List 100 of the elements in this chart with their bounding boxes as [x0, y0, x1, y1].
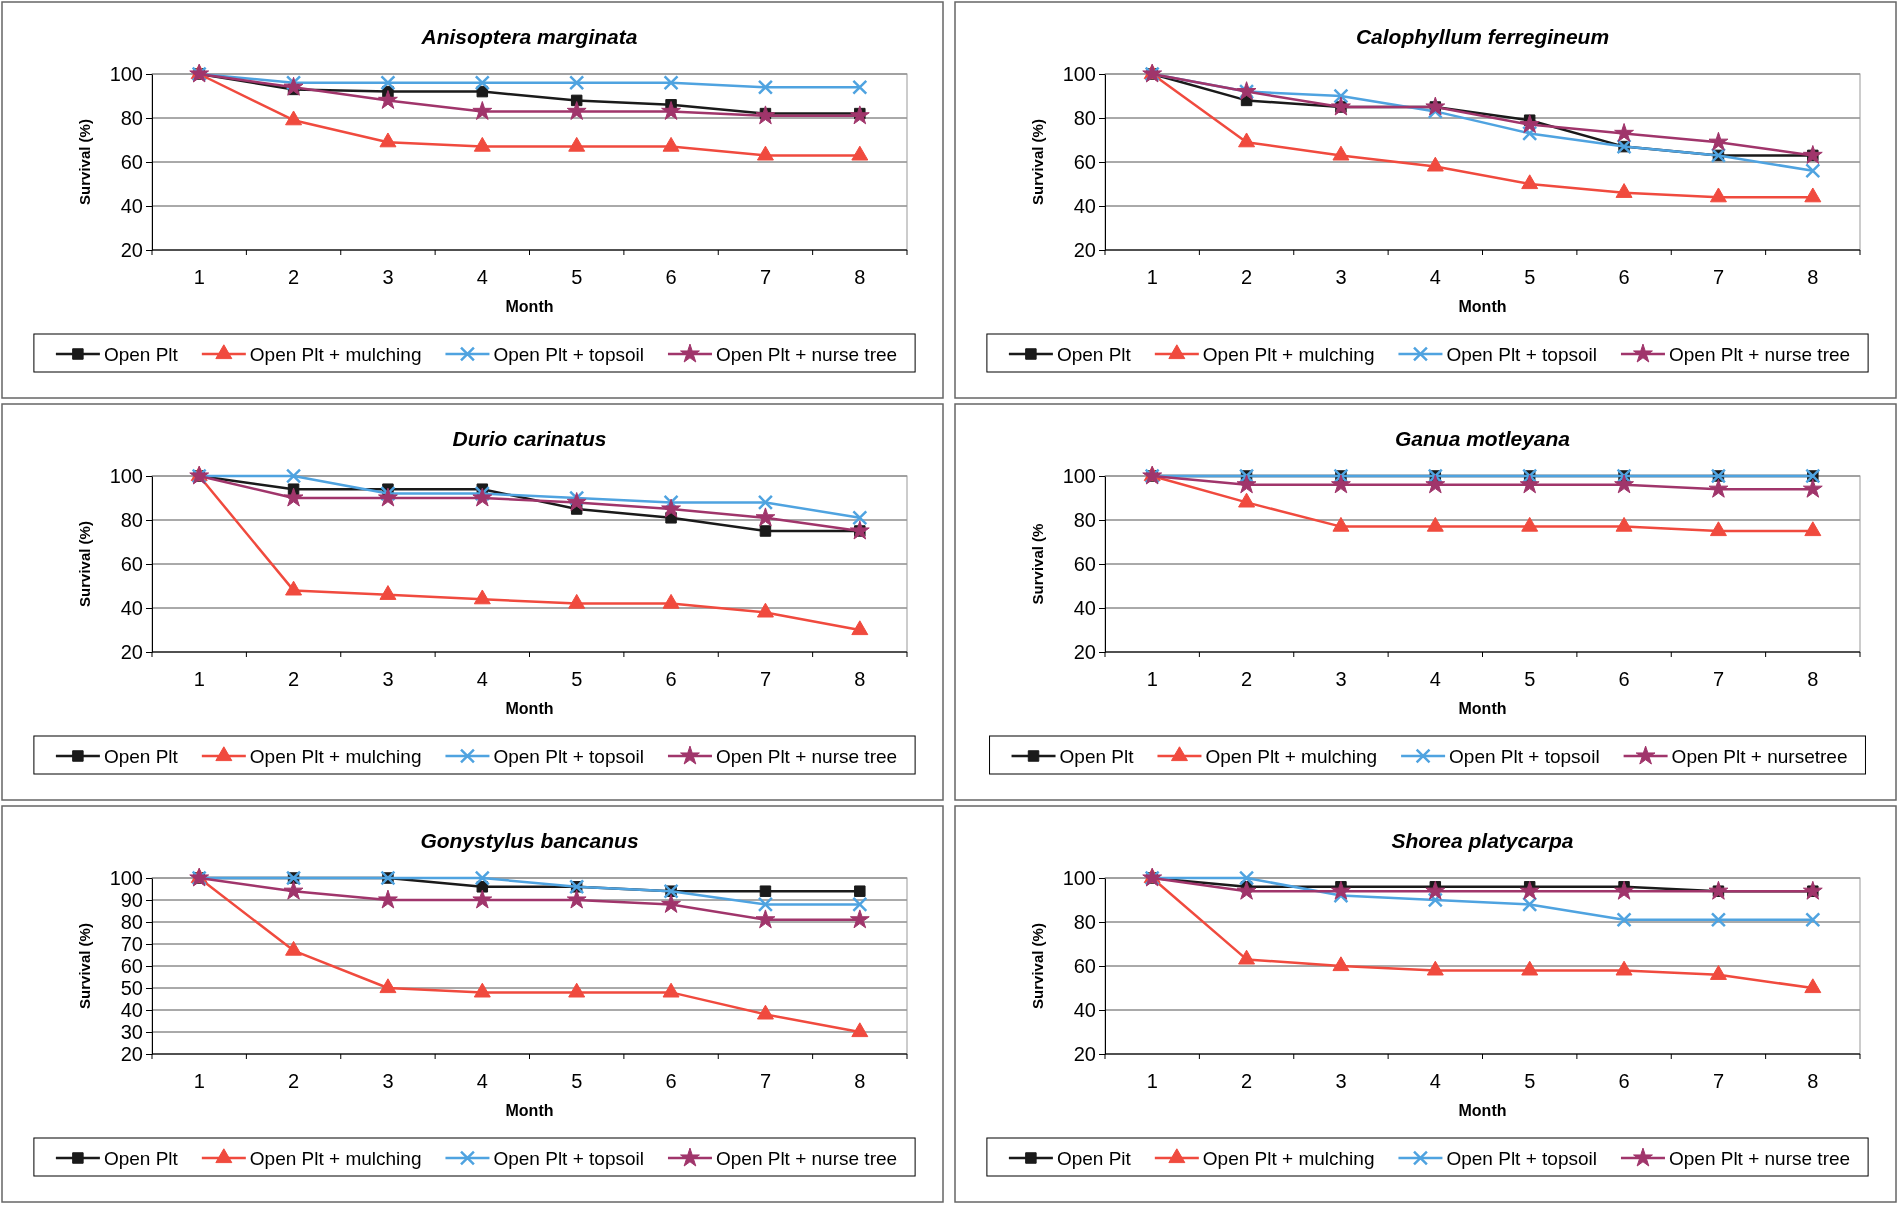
chart-title: Calophyllum ferregineum [1355, 25, 1610, 48]
x-tick-label: 8 [854, 266, 866, 288]
y-tick-label: 40 [120, 194, 143, 217]
x-tick-label: 3 [382, 668, 394, 690]
x-tick-label: 7 [759, 668, 771, 690]
y-axis-title: Survival (%) [76, 521, 93, 607]
y-tick-label: 100 [1062, 62, 1096, 85]
y-tick-label: 80 [1073, 910, 1096, 933]
legend-label: Open Plt [103, 344, 179, 365]
chart-title: Durio carinatus [452, 427, 607, 450]
x-tick-label: 6 [665, 266, 677, 288]
x-tick-label: 8 [1807, 266, 1819, 288]
y-tick-label: 60 [1073, 954, 1096, 977]
x-tick-label: 5 [571, 266, 583, 288]
legend-label: Open Plt [103, 1148, 179, 1169]
legend-label: Open Plt + mulching [249, 1148, 422, 1169]
chart-title: Gonystylus bancanus [420, 829, 639, 852]
x-tick-label: 2 [1241, 668, 1253, 690]
chart-title: Anisoptera marginata [420, 25, 638, 48]
legend-label: Open Plt + mulching [249, 746, 422, 767]
x-axis-title: Month [1458, 1102, 1507, 1119]
y-axis-title: Survival (%) [76, 923, 93, 1009]
y-tick-label: 80 [1073, 106, 1096, 129]
x-tick-label: 6 [665, 668, 677, 690]
legend-label: Open Plt + mulching [1202, 344, 1375, 365]
y-axis-title: Survival (%) [76, 119, 93, 205]
x-axis-title: Month [1458, 298, 1507, 315]
x-tick-label: 4 [1429, 1070, 1441, 1092]
x-tick-label: 5 [571, 1070, 583, 1092]
x-tick-label: 1 [1146, 668, 1158, 690]
chart-title: Shorea platycarpa [1391, 829, 1574, 852]
x-tick-label: 6 [665, 1070, 677, 1092]
y-tick-label: 40 [1073, 596, 1096, 619]
x-tick-label: 3 [1335, 1070, 1347, 1092]
legend-label: Open Plt + mulching [1205, 746, 1378, 767]
y-tick-label: 60 [1073, 150, 1096, 173]
x-tick-label: 3 [382, 266, 394, 288]
x-tick-label: 3 [1335, 668, 1347, 690]
y-tick-label: 90 [120, 888, 143, 911]
x-tick-label: 2 [288, 1070, 300, 1092]
y-tick-label: 20 [1073, 238, 1096, 261]
legend-label: Open Plt + topsoil [493, 344, 644, 365]
x-tick-label: 4 [476, 266, 488, 288]
legend-label: Open Plt [1059, 746, 1135, 767]
x-tick-label: 8 [854, 1070, 866, 1092]
x-tick-label: 2 [1241, 1070, 1253, 1092]
legend-label: Open Plt + topsoil [493, 1148, 644, 1169]
x-axis-title: Month [505, 298, 554, 315]
chart-title: Ganua motleyana [1394, 427, 1571, 450]
y-tick-label: 20 [120, 640, 143, 663]
y-tick-label: 30 [120, 1020, 143, 1043]
y-tick-label: 40 [1073, 998, 1096, 1021]
x-tick-label: 7 [1712, 1070, 1724, 1092]
x-tick-label: 8 [1807, 668, 1819, 690]
x-tick-label: 6 [1618, 1070, 1630, 1092]
x-tick-label: 3 [382, 1070, 394, 1092]
y-tick-label: 20 [120, 1042, 143, 1065]
y-tick-label: 100 [1062, 464, 1096, 487]
y-tick-label: 80 [120, 910, 143, 933]
x-axis-title: Month [1458, 700, 1507, 717]
x-tick-label: 4 [476, 668, 488, 690]
y-tick-label: 20 [1073, 1042, 1096, 1065]
legend-label: Open Plt + topsoil [1446, 1148, 1597, 1169]
x-tick-label: 1 [1146, 1070, 1158, 1092]
x-tick-label: 1 [193, 266, 205, 288]
x-tick-label: 1 [193, 668, 205, 690]
y-tick-label: 60 [120, 552, 143, 575]
legend-label: Open Pit [1056, 1148, 1132, 1169]
y-tick-label: 60 [120, 954, 143, 977]
legend-label: Open Plt + mulching [1202, 1148, 1375, 1169]
y-tick-label: 60 [120, 150, 143, 173]
x-tick-label: 2 [288, 668, 300, 690]
legend-label: Open Plt + mulching [249, 344, 422, 365]
x-tick-label: 4 [1429, 668, 1441, 690]
x-tick-label: 3 [1335, 266, 1347, 288]
legend-label: Open Plt [103, 746, 179, 767]
y-tick-label: 60 [1073, 552, 1096, 575]
x-tick-label: 7 [1712, 668, 1724, 690]
y-tick-label: 80 [120, 106, 143, 129]
y-axis-title: Survival (%) [1029, 923, 1046, 1009]
x-axis-title: Month [505, 700, 554, 717]
x-tick-label: 4 [1429, 266, 1441, 288]
x-tick-label: 7 [759, 1070, 771, 1092]
y-tick-label: 100 [109, 62, 143, 85]
x-tick-label: 1 [1146, 266, 1158, 288]
x-tick-label: 8 [1807, 1070, 1819, 1092]
legend-label: Open Plt + nurse tree [715, 746, 898, 767]
legend-label: Open Plt + nurse tree [715, 344, 898, 365]
x-axis-title: Month [505, 1102, 554, 1119]
y-tick-label: 100 [109, 464, 143, 487]
x-tick-label: 2 [288, 266, 300, 288]
y-tick-label: 100 [109, 866, 143, 889]
y-axis-title: Survival (% [1029, 523, 1046, 605]
y-tick-label: 40 [120, 596, 143, 619]
x-tick-label: 5 [1524, 668, 1536, 690]
y-tick-label: 80 [1073, 508, 1096, 531]
x-tick-label: 5 [1524, 1070, 1536, 1092]
x-tick-label: 8 [854, 668, 866, 690]
x-tick-label: 1 [193, 1070, 205, 1092]
x-tick-label: 6 [1618, 668, 1630, 690]
